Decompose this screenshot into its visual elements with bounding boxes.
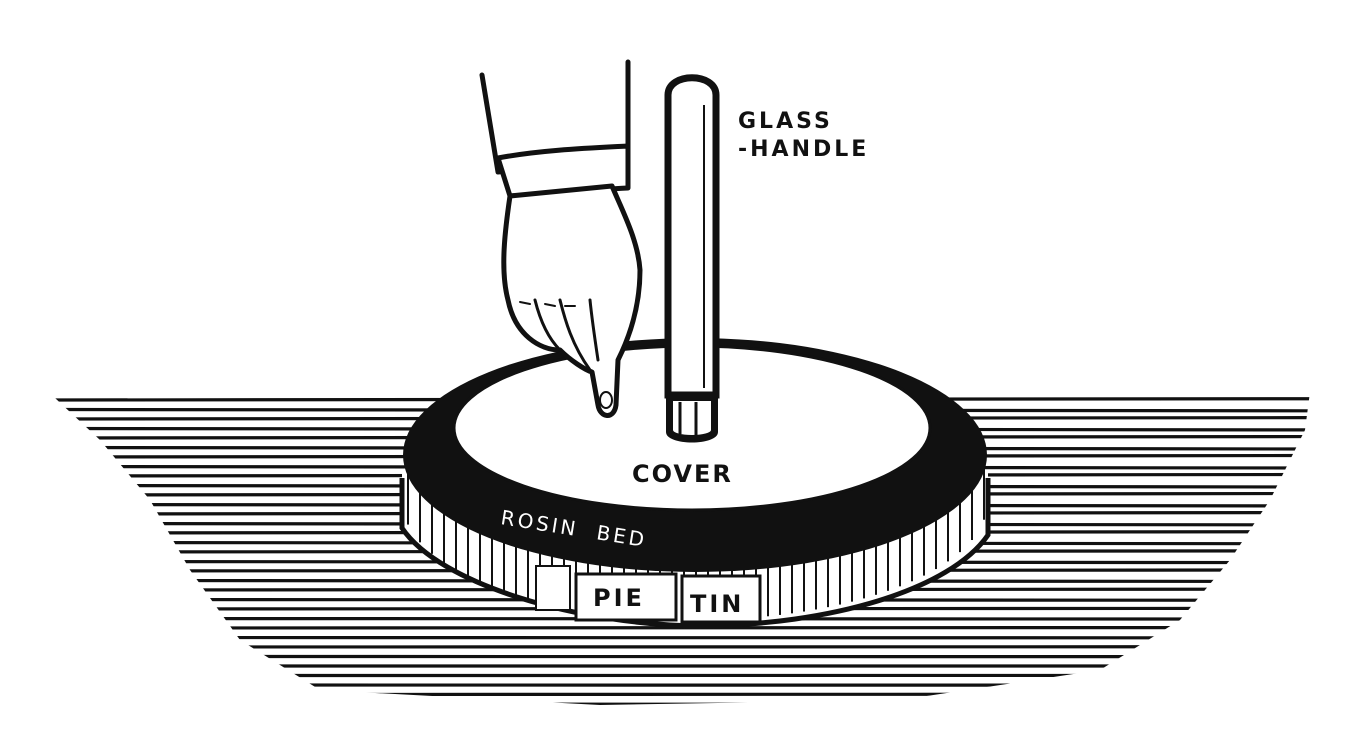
hand (479, 59, 643, 418)
pie-label-box (574, 572, 678, 622)
cover-label: COVER (632, 460, 733, 488)
tin-label-box (680, 574, 762, 624)
glass-handle-label-line1: GLASS (738, 109, 833, 134)
glass-handle (664, 74, 720, 443)
glass-handle-label-line2: -HANDLE (738, 137, 869, 162)
pie-label: PIE (593, 584, 645, 612)
tin-label: TIN (690, 590, 744, 618)
